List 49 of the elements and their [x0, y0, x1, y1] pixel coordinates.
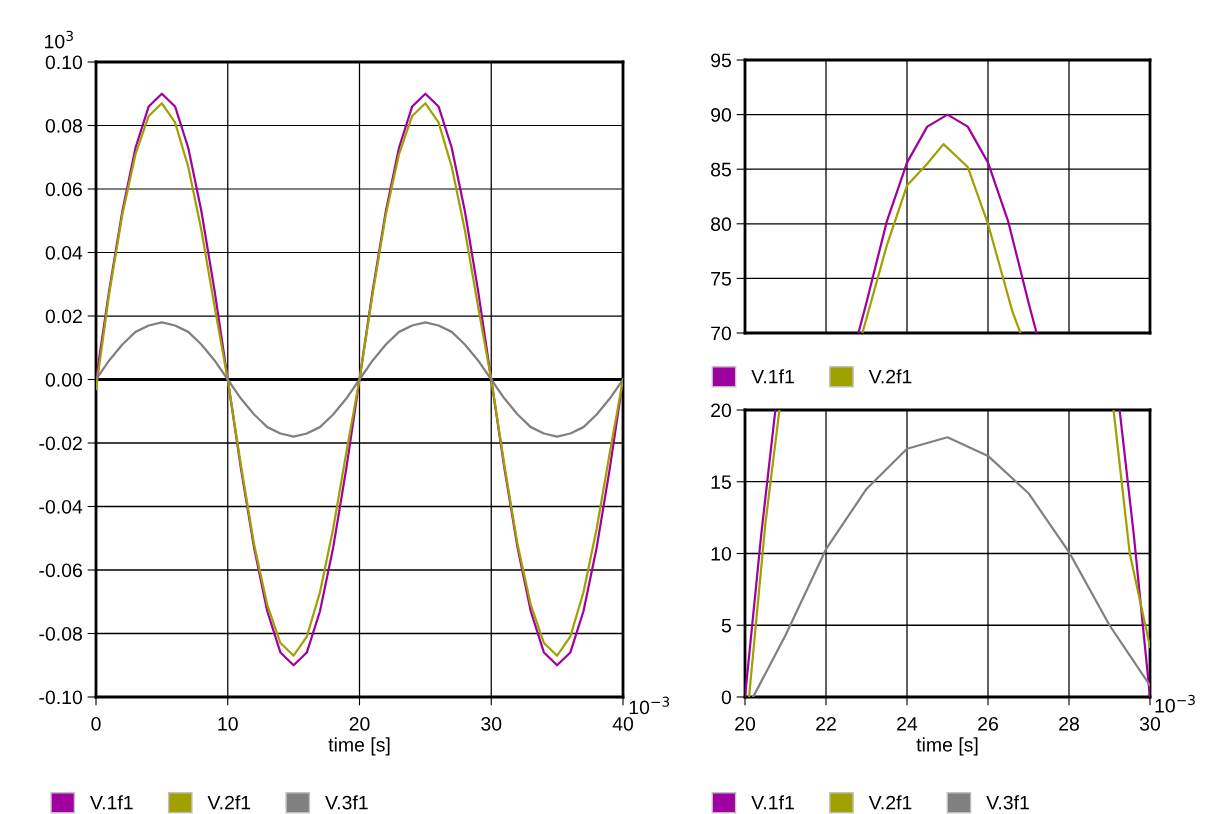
y-tick-label: 0 — [721, 690, 732, 705]
legend-label: V.3f1 — [325, 795, 368, 810]
legend-label: V.3f1 — [986, 795, 1029, 810]
y-tick-label: 10 — [711, 546, 732, 561]
legend-label: V.1f1 — [90, 795, 133, 810]
y-tick-label: 90 — [711, 108, 732, 122]
x-axis-title: time [s] — [328, 737, 390, 756]
legend-label: V.1f1 — [751, 369, 794, 384]
y-tick-label: -0.04 — [39, 499, 83, 514]
y-tick-label: -0.10 — [39, 690, 83, 705]
x-tick-label: 30 — [481, 716, 502, 731]
text: 10$^{−3}$ — [1155, 694, 1195, 713]
x-tick-label: 24 — [897, 716, 918, 731]
x-tick-label: 22 — [816, 716, 836, 731]
x-tick-label: 10 — [218, 716, 238, 731]
x-tick-label: 0 — [91, 716, 101, 731]
x-tick-label: 28 — [1059, 716, 1079, 731]
line-series — [861, 142, 1022, 333]
line-series — [96, 321, 623, 438]
y-tick-label: 0.10 — [45, 55, 83, 70]
x-tick-label: 20 — [349, 716, 370, 731]
y-tick-label: 0.08 — [45, 118, 82, 133]
x-tick-label: 30 — [1139, 716, 1161, 731]
y-tick-label: 20 — [711, 403, 732, 418]
y-tick-label: 0.00 — [45, 372, 83, 387]
x-tick-label: 20 — [735, 716, 756, 731]
y-tick-label: -0.06 — [39, 563, 82, 578]
x-tick-label: 40 — [612, 716, 634, 731]
legend-label: V.1f1 — [751, 795, 794, 810]
x-tick-label: 26 — [978, 716, 998, 731]
y-tick-label: 75 — [711, 272, 731, 286]
y-tick-label: 70 — [711, 326, 732, 341]
x-axis-title: time [s] — [916, 737, 978, 756]
y-tick-label: -0.02 — [39, 436, 82, 451]
legend-label: V.2f1 — [868, 795, 912, 810]
y-axis-title: 10$^{3}$ — [45, 30, 73, 49]
legend-label: V.2f1 — [868, 369, 912, 384]
y-tick-label: -0.08 — [39, 626, 82, 641]
text: 10$^{−3}$ — [629, 696, 670, 715]
y-tick-label: 95 — [711, 53, 731, 68]
y-tick-label: 15 — [711, 475, 731, 489]
y-tick-label: 85 — [711, 162, 731, 177]
y-tick-label: 0.04 — [45, 245, 83, 260]
line-series — [857, 113, 1038, 333]
legend-label: V.2f1 — [207, 795, 251, 810]
y-tick-label: 80 — [711, 217, 732, 232]
y-tick-label: 0.06 — [45, 182, 82, 197]
y-tick-label: 0.02 — [45, 309, 82, 324]
y-tick-label: 5 — [721, 618, 731, 633]
